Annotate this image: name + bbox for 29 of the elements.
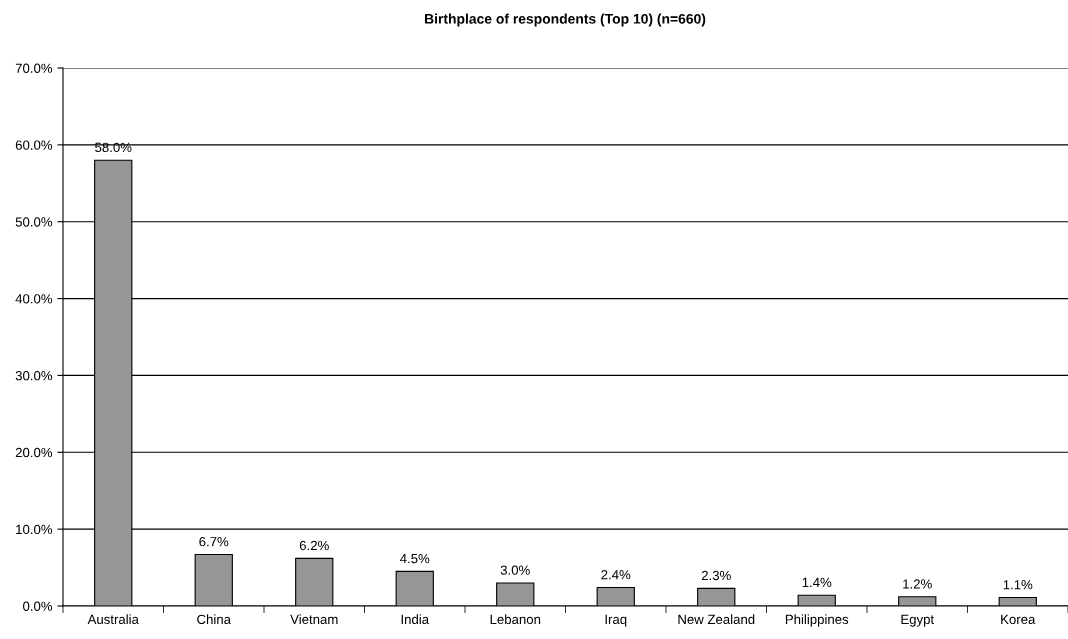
x-tick-label: New Zealand <box>678 614 755 625</box>
data-label: 3.0% <box>500 565 530 575</box>
x-tick-label: India <box>401 614 430 625</box>
x-tick-label: Egypt <box>901 614 935 627</box>
x-tick-label: Philippines <box>785 614 849 627</box>
x-tick-label: Australia <box>87 614 139 625</box>
x-tick-label: Vietnam <box>290 614 338 625</box>
y-tick-label: 50.0% <box>15 217 53 227</box>
y-tick-label: 30.0% <box>15 371 53 381</box>
chart-title: Birthplace of respondents (Top 10) (n=660) <box>425 13 706 27</box>
y-tick-label: 10.0% <box>16 524 53 535</box>
data-label: 2.3% <box>701 570 731 581</box>
x-tick-label: Lebanon <box>490 614 541 625</box>
data-label: 4.5% <box>400 553 430 564</box>
data-label: 1.1% <box>1003 580 1033 590</box>
x-tick-label: China <box>197 614 231 625</box>
y-tick-label: 0.0% <box>23 601 53 611</box>
data-label: 6.2% <box>299 540 329 551</box>
data-label: 58.0% <box>95 142 132 153</box>
y-tick-label: 20.0% <box>15 447 53 458</box>
x-tick-label: Iraq <box>605 614 627 627</box>
data-label: 1.2% <box>903 579 932 589</box>
y-tick-label: 60.0% <box>15 140 53 150</box>
data-label: 6.7% <box>199 537 229 547</box>
data-label: 1.4% <box>802 577 832 588</box>
y-tick-label: 70.0% <box>15 63 53 73</box>
x-tick-label: Korea <box>1001 614 1036 625</box>
y-tick-label: 40.0% <box>15 294 53 304</box>
data-label: 2.4% <box>601 570 631 580</box>
